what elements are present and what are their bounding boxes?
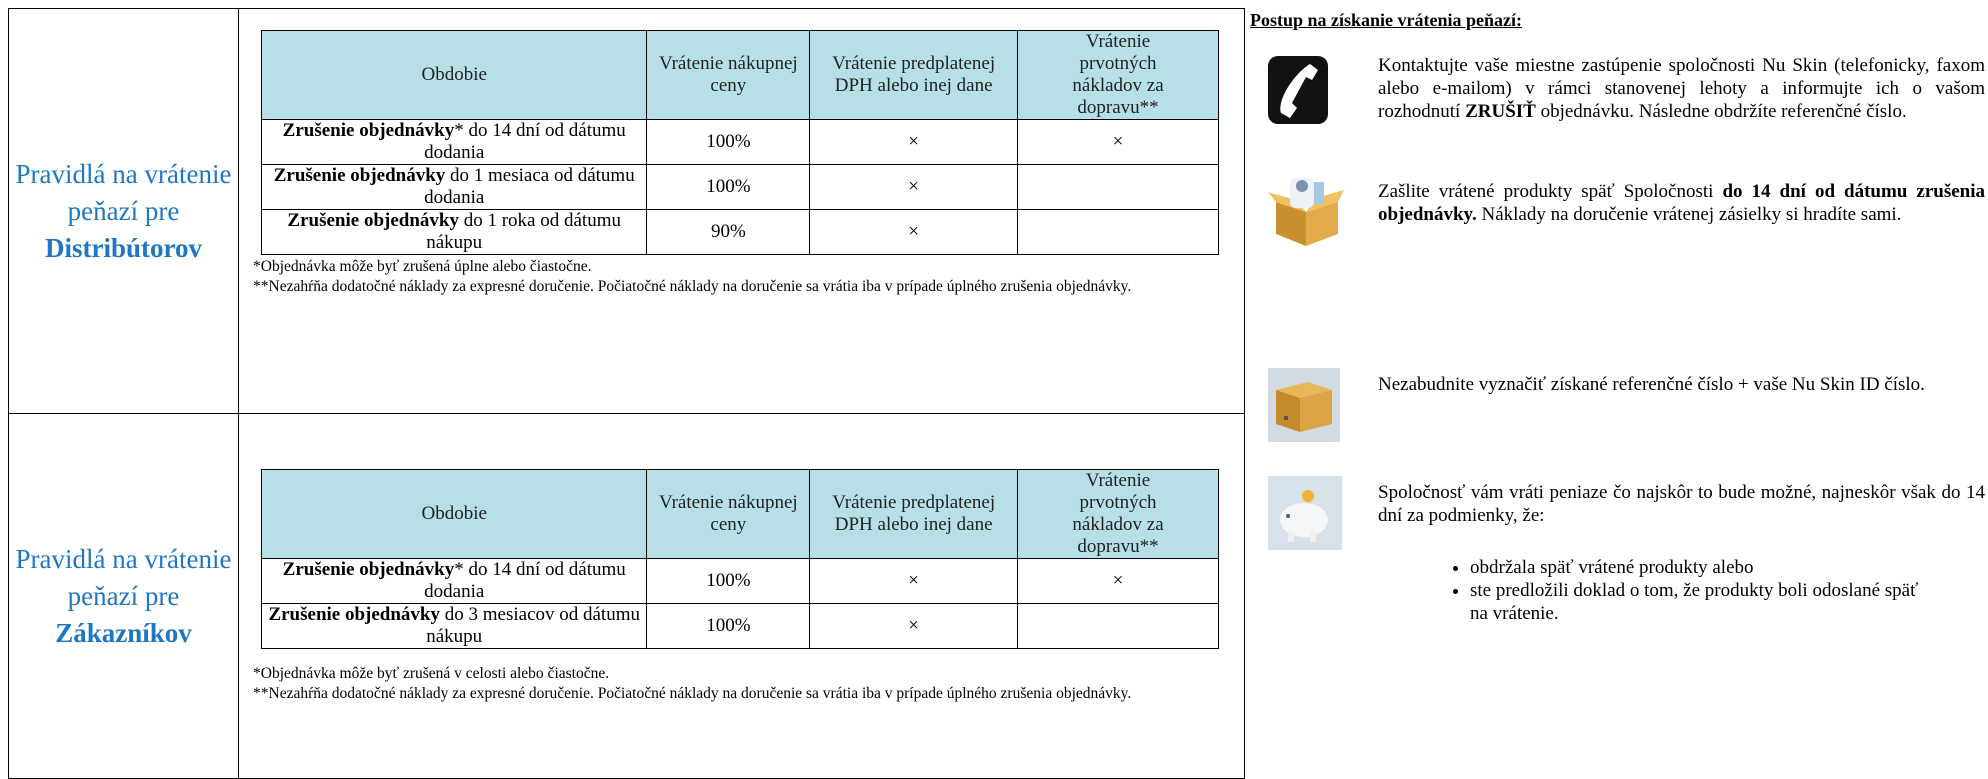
price: 100% — [706, 615, 751, 636]
step: Spoločnosť vám vráti peniaze čo najskôr … — [1378, 481, 1985, 527]
phone-icon — [1268, 56, 1328, 124]
label-bold: Distribútorov — [44, 232, 202, 263]
step-text: Spoločnosť vám vráti peniaze čo najskôr … — [1378, 482, 1985, 526]
step-text: Kontaktujte vaše miestne zastúpenie spol… — [1378, 55, 1985, 122]
refund-table: Obdobie Vrátenie nákupnej ceny Vrátenie pr… — [260, 30, 1219, 255]
tax-cell: × — [809, 164, 1019, 210]
step-text: do 14 dní od dátumu zrušenia objednávky. — [1378, 181, 1985, 225]
note: **Nezahŕňa dodatočné náklady za expresné… — [253, 685, 1132, 702]
shipping-cell — [1017, 209, 1219, 255]
period-text: * do 14 dní od dátumu dodania — [424, 120, 626, 163]
conditions-list: obdržala späť vrátené produkty aleboste … — [1440, 556, 1930, 625]
step: Zašlite vrátené produkty späť Spoločnost… — [1378, 180, 1985, 226]
price-cell: 100% — [646, 603, 811, 649]
step-text: Zašlite vrátené produkty späť Spoločnost… — [1378, 181, 1723, 202]
section-label: Pravidlá na vrátenie peňazí pre Distribút… — [9, 9, 239, 413]
tax-cell: × — [809, 603, 1019, 649]
label-bold: Zákazníkov — [55, 617, 192, 648]
note: **Nezahŕňa dodatočné náklady za expresné… — [253, 278, 1132, 295]
condition: obdržala späť vrátené produkty alebo — [1470, 556, 1930, 579]
period-cell: Zrušenie objednávky* do 14 dní od dátumu… — [260, 119, 648, 165]
box-closed-icon — [1268, 368, 1340, 442]
header-cell: Obdobie — [260, 30, 648, 120]
header-cell: Vrátenie nákupnej ceny — [646, 469, 811, 559]
procedure-title: Postup na získanie vrátenia peňazí: — [1250, 10, 1523, 30]
notes: *Objednávka môže byť zrušená úplne alebo… — [253, 257, 1233, 297]
header-cell: Vrátenie predplatenej DPH alebo inej dan… — [809, 30, 1019, 120]
shipping: × — [1112, 131, 1124, 152]
tax-cell: × — [809, 119, 1019, 165]
header-cell: Obdobie — [260, 469, 648, 559]
period-text: Zrušenie objednávky — [282, 559, 455, 580]
period-text: Zrušenie objednávky — [268, 604, 440, 625]
step-text: objednávku. Následne obdržíte referenčné… — [1535, 101, 1907, 122]
shipping: × — [1112, 570, 1124, 591]
tax: × — [908, 176, 920, 197]
step-text: ZRUŠIŤ — [1465, 101, 1536, 122]
refund-table: Obdobie Vrátenie nákupnej ceny Vrátenie pr… — [260, 469, 1219, 649]
period-text: Zrušenie objednávky — [282, 120, 455, 141]
section: Pravidlá na vrátenie peňazí pre Distribút… — [8, 8, 1245, 414]
header-cell: Vrátenie prvotných nákladov za dopravu** — [1017, 30, 1219, 120]
period-cell: Zrušenie objednávky do 1 roka od dátumu … — [260, 209, 648, 255]
period-text: do 1 roka od dátumu nákupu — [426, 210, 621, 253]
price-cell: 90% — [646, 209, 811, 255]
table-row: Zrušenie objednávky do 3 mesiacov od dát… — [260, 603, 1219, 649]
table-row: Zrušenie objednávky do 1 mesiaca od dátu… — [260, 164, 1219, 210]
section: Pravidlá na vrátenie peňazí pre Zákazníko… — [8, 413, 1245, 779]
condition: ste predložili doklad o tom, že produkty… — [1470, 579, 1930, 625]
price: 90% — [710, 221, 746, 242]
shipping-cell — [1017, 164, 1219, 210]
period-cell: Zrušenie objednávky* do 14 dní od dátumu… — [260, 558, 648, 604]
period-text: Zrušenie objednávky — [273, 165, 446, 186]
tax-cell: × — [809, 209, 1019, 255]
tax: × — [908, 131, 920, 152]
period-text: * do 14 dní od dátumu dodania — [424, 559, 626, 602]
shipping-cell — [1017, 603, 1219, 649]
table-row: Zrušenie objednávky* do 14 dní od dátumu… — [260, 558, 1219, 604]
step: Nezabudnite vyznačiť získané referenčné … — [1378, 373, 1985, 396]
label-text: Pravidlá na vrátenie peňazí pre Distribút… — [9, 156, 238, 267]
tax: × — [908, 570, 920, 591]
label: Pravidlá na vrátenie peňazí pre — [15, 158, 232, 226]
price-cell: 100% — [646, 164, 811, 210]
header-cell: Vrátenie prvotných nákladov za dopravu** — [1017, 469, 1219, 559]
note: *Objednávka môže byť zrušená v celosti a… — [253, 665, 610, 682]
label: Pravidlá na vrátenie peňazí pre — [15, 543, 232, 611]
period-text: Zrušenie objednávky — [287, 210, 459, 231]
price-cell: 100% — [646, 558, 811, 604]
price-cell: 100% — [646, 119, 811, 165]
header-cell: Vrátenie predplatenej DPH alebo inej dan… — [809, 469, 1019, 559]
box-open-icon — [1268, 178, 1344, 246]
header-row: Obdobie Vrátenie nákupnej ceny Vrátenie pr… — [260, 469, 1219, 559]
tax: × — [908, 615, 920, 636]
table-row: Zrušenie objednávky do 1 roka od dátumu … — [260, 209, 1219, 255]
step-text: Náklady na doručenie vrátenej zásielky s… — [1476, 204, 1902, 225]
header-cell: Vrátenie nákupnej ceny — [646, 30, 811, 120]
price: 100% — [706, 570, 751, 591]
piggy-bank-icon — [1268, 476, 1342, 550]
period-text: do 1 mesiaca od dátumu dodania — [424, 165, 635, 208]
note: *Objednávka môže byť zrušená úplne alebo… — [253, 258, 592, 275]
period-text: do 3 mesiacov od dátumu nákupu — [426, 604, 640, 647]
tax-cell: × — [809, 558, 1019, 604]
notes: *Objednávka môže byť zrušená v celosti a… — [253, 664, 1233, 704]
period-cell: Zrušenie objednávky do 1 mesiaca od dátu… — [260, 164, 648, 210]
shipping-cell: × — [1017, 119, 1219, 165]
price: 100% — [706, 176, 751, 197]
period-cell: Zrušenie objednávky do 3 mesiacov od dát… — [260, 603, 648, 649]
step-text: Nezabudnite vyznačiť získané referenčné … — [1378, 374, 1925, 395]
label-text: Pravidlá na vrátenie peňazí pre Zákazníko… — [9, 541, 238, 652]
table-row: Zrušenie objednávky* do 14 dní od dátumu… — [260, 119, 1219, 165]
section-label: Pravidlá na vrátenie peňazí pre Zákazníko… — [9, 414, 239, 778]
price: 100% — [706, 131, 751, 152]
tax: × — [908, 221, 920, 242]
step: Kontaktujte vaše miestne zastúpenie spol… — [1378, 54, 1985, 123]
shipping-cell: × — [1017, 558, 1219, 604]
header-row: Obdobie Vrátenie nákupnej ceny Vrátenie pr… — [260, 30, 1219, 120]
